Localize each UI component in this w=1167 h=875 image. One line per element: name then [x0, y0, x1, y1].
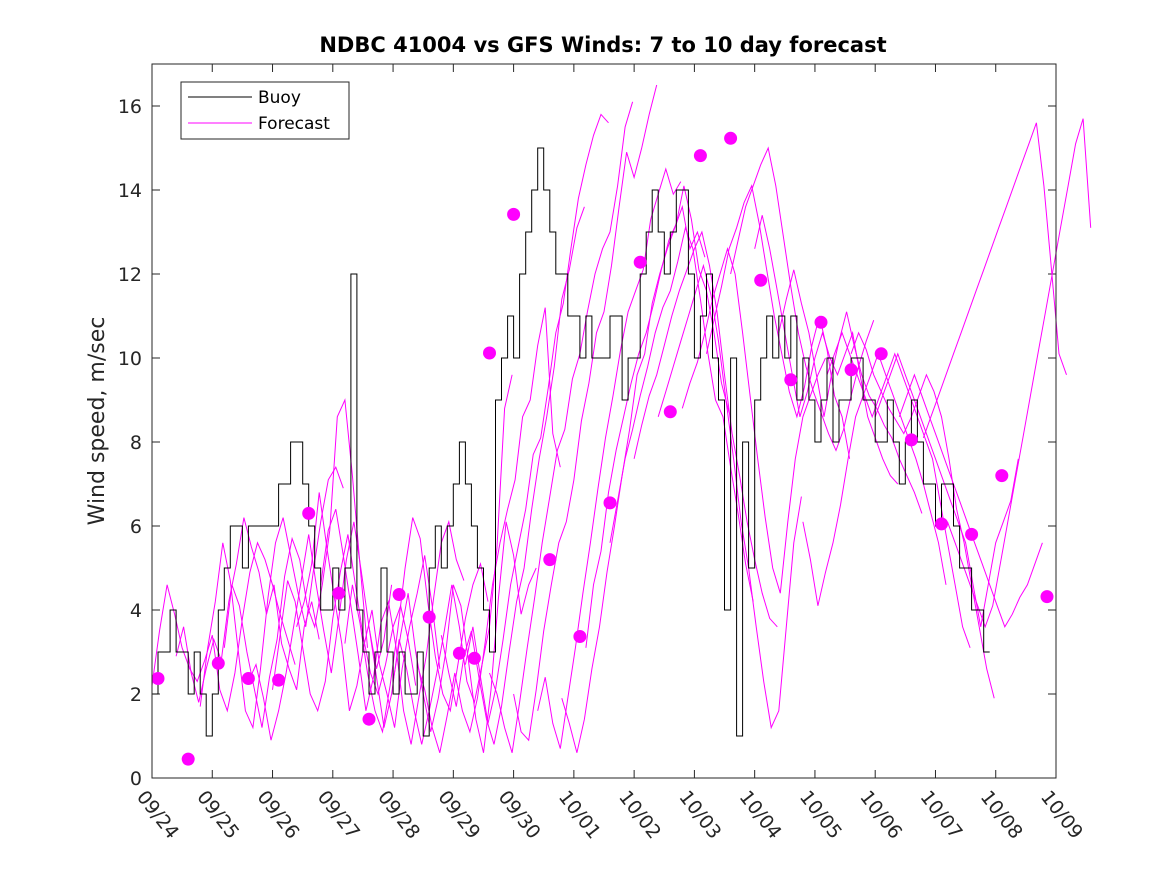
forecast-point: [633, 255, 647, 269]
x-tick-label: 10/06: [855, 787, 906, 844]
forecast-line: [681, 247, 826, 594]
legend: Buoy Forecast: [180, 81, 350, 140]
y-tick-label: 0: [130, 768, 142, 790]
x-tick-label: 09/24: [132, 787, 183, 844]
forecast-line: [561, 204, 706, 753]
forecast-line: [778, 269, 923, 514]
x-tick-label: 09/27: [313, 787, 364, 844]
forecast-point: [332, 586, 346, 600]
forecast-point: [467, 651, 481, 665]
y-tick-label: 2: [130, 684, 142, 706]
x-tick-label: 09/29: [433, 787, 484, 844]
y-tick-label: 6: [130, 516, 142, 538]
forecast-point: [904, 433, 918, 447]
forecast-line: [175, 517, 320, 703]
forecast-point: [1040, 590, 1054, 604]
x-tick-label: 10/04: [735, 787, 786, 844]
forecast-line: [272, 534, 417, 713]
x-tick-label: 10/02: [614, 787, 665, 844]
forecast-point: [181, 752, 195, 766]
forecast-line: [826, 331, 971, 648]
x-tick-label: 10/05: [795, 787, 846, 844]
forecast-point: [241, 672, 255, 685]
forecast-line: [247, 521, 393, 741]
plot-background: [152, 64, 1056, 778]
legend-forecast-label: Forecast: [258, 114, 330, 134]
legend-buoy-label: Buoy: [258, 88, 301, 108]
y-tick-label: 8: [130, 432, 142, 454]
forecast-point: [392, 588, 406, 601]
forecast-daily-means: [151, 131, 1054, 766]
chart-title: NDBC 41004 vs GFS Winds: 7 to 10 day for…: [319, 33, 886, 57]
forecast-point: [272, 673, 286, 687]
forecast-line: [320, 509, 465, 745]
forecast-point: [543, 553, 557, 567]
x-tick-label: 10/01: [554, 787, 605, 844]
forecast-point: [874, 347, 888, 361]
forecast-point: [483, 346, 496, 360]
forecast-point: [573, 630, 587, 643]
forecast-point: [151, 672, 165, 685]
forecast-line: [754, 215, 899, 485]
forecast-point: [995, 469, 1009, 483]
forecast-line: [850, 331, 995, 699]
forecast-point: [603, 496, 617, 510]
forecast-line: [296, 492, 441, 728]
y-tick-label: 16: [118, 96, 142, 118]
forecast-line: [609, 226, 754, 602]
forecast-line: [874, 352, 1019, 627]
forecast-line: [730, 146, 875, 452]
forecast-line: [802, 352, 947, 606]
x-tick-label: 09/28: [373, 787, 424, 844]
forecast-line: [464, 113, 609, 724]
forecast-line: [922, 122, 1067, 438]
forecast-point: [814, 315, 828, 329]
y-tick-label: 10: [118, 348, 142, 370]
y-tick-label: 12: [118, 264, 142, 286]
forecast-line: [199, 466, 344, 730]
y-tick-label: 4: [130, 600, 142, 622]
forecast-point: [452, 646, 466, 660]
forecast-line: [633, 230, 778, 628]
forecast-point: [507, 207, 521, 221]
forecast-line: [489, 101, 634, 753]
forecast-point: [663, 405, 677, 419]
forecast-point: [211, 656, 225, 670]
plot-frame: [151, 63, 1057, 779]
forecast-line: [585, 185, 730, 648]
x-tick-label: 10/03: [674, 787, 725, 844]
x-tick-label: 10/07: [916, 787, 967, 844]
forecast-point: [422, 610, 436, 624]
forecast-line: [537, 167, 682, 749]
forecast-point: [965, 527, 979, 541]
forecast-point: [362, 712, 376, 726]
buoy-series: [152, 147, 990, 737]
forecast-line: [223, 398, 368, 728]
y-axis-label: Wind speed, m/sec: [85, 317, 110, 526]
x-tick-label: 09/30: [494, 787, 545, 844]
forecast-point: [935, 517, 948, 531]
forecast-point: [754, 273, 768, 287]
y-axis: 0 2 4 6 8 10 12 14 16: [118, 96, 1056, 790]
forecast-point: [724, 131, 738, 145]
x-tick-label: 09/26: [253, 787, 304, 844]
forecast-point: [302, 506, 316, 520]
legend-box: [180, 81, 350, 140]
forecast-line: [416, 307, 561, 753]
x-tick-label: 09/25: [192, 787, 243, 844]
x-tick-label: 10/08: [976, 787, 1027, 844]
forecast-line: [657, 263, 802, 730]
y-tick-label: 14: [118, 180, 142, 202]
forecast-point: [844, 363, 858, 377]
forecast-point: [693, 149, 707, 163]
forecast-line: [513, 84, 658, 742]
buoy-line: [152, 147, 990, 737]
forecast-point: [784, 373, 798, 387]
x-tick-label: 10/09: [1036, 787, 1087, 844]
